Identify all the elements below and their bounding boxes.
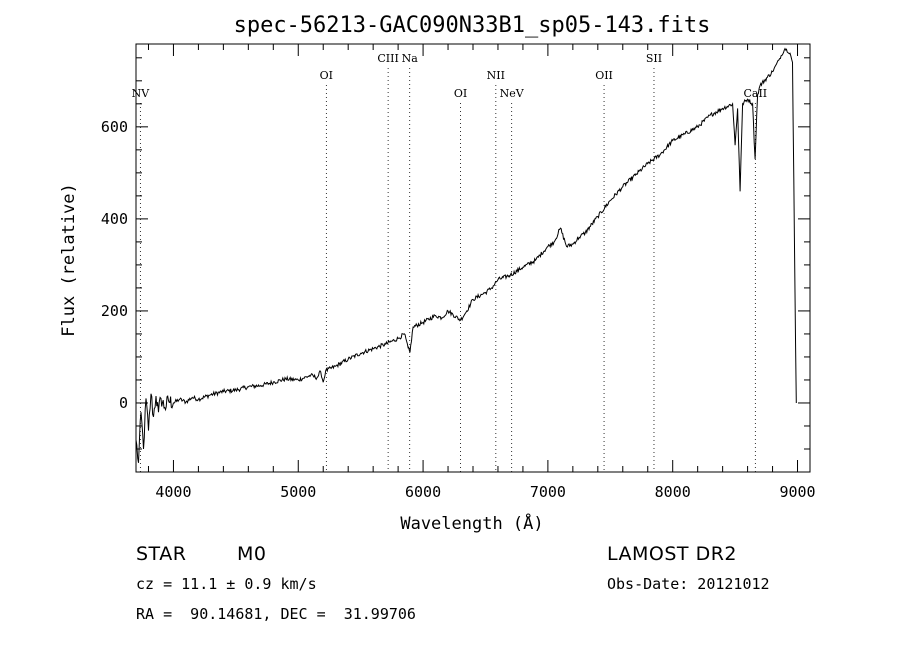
line-label: OI	[454, 87, 467, 100]
observation-date: Obs-Date: 20121012	[607, 575, 770, 593]
chart-title: spec-56213-GAC090N33B1_sp05-143.fits	[234, 13, 711, 38]
line-label: NeV	[500, 87, 525, 100]
y-tick-label: 200	[101, 302, 128, 320]
emission-line-markers: NV OI CIII Na OI NII NeV OII SII CaII	[132, 52, 767, 472]
line-label: NII	[487, 69, 505, 82]
y-tick-label: 400	[101, 210, 128, 228]
line-label: SII	[646, 52, 662, 65]
redshift-cz: cz = 11.1 ± 0.9 km/s	[136, 575, 317, 593]
y-tick-label: 600	[101, 118, 128, 136]
plot-frame	[135, 43, 811, 473]
x-axis-label: Wavelength (Å)	[400, 512, 543, 534]
x-tick-label: 6000	[405, 483, 441, 501]
x-tick-label: 7000	[530, 483, 566, 501]
axis-ticks: 4000 5000 6000 7000 8000 9000 0 200 400 600	[101, 44, 816, 501]
object-subclass: M0	[237, 543, 267, 565]
x-tick-label: 9000	[779, 483, 815, 501]
spectrum-series	[135, 47, 797, 463]
x-tick-label: 4000	[155, 483, 191, 501]
spectrum-line	[135, 47, 797, 463]
object-class: STAR	[136, 543, 187, 565]
line-label: Na	[402, 52, 419, 65]
line-label: CIII	[377, 52, 398, 65]
line-label: NV	[132, 87, 151, 100]
line-label: CaII	[743, 87, 767, 100]
line-label: OII	[595, 69, 613, 82]
x-tick-label: 8000	[655, 483, 691, 501]
y-tick-label: 0	[119, 394, 128, 412]
coordinates: RA = 90.14681, DEC = 31.99706	[136, 605, 416, 623]
x-tick-label: 5000	[280, 483, 316, 501]
y-axis-label: Flux (relative)	[59, 183, 79, 337]
survey-name: LAMOST DR2	[607, 543, 737, 565]
line-label: OI	[320, 69, 333, 82]
